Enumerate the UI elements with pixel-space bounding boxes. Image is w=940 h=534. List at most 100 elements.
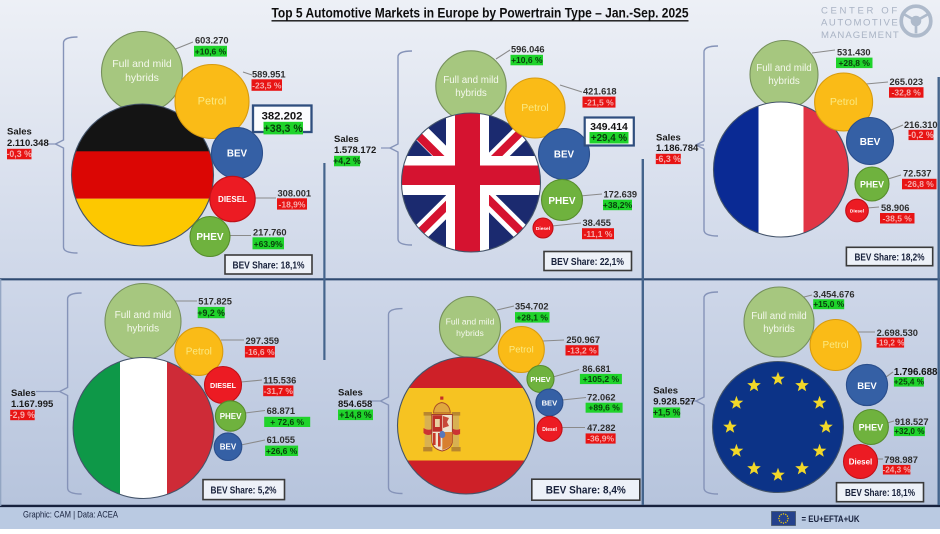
svg-text:86.681: 86.681: [582, 364, 610, 374]
svg-text:2.698.530: 2.698.530: [877, 328, 918, 338]
svg-text:PHEV: PHEV: [196, 232, 224, 243]
svg-text:Graphic: CAM | Data: ACEA: Graphic: CAM | Data: ACEA: [23, 510, 119, 520]
svg-text:Sales: Sales: [653, 386, 678, 397]
svg-text:-26,8 %: -26,8 %: [905, 179, 935, 189]
svg-text:354.702: 354.702: [515, 301, 549, 311]
svg-text:-13,2 %: -13,2 %: [567, 345, 597, 355]
svg-text:PHEV: PHEV: [530, 375, 550, 384]
svg-text:47.282: 47.282: [587, 423, 615, 433]
svg-text:BEV: BEV: [554, 150, 575, 161]
svg-text:-0,2 %: -0,2 %: [908, 130, 934, 140]
svg-text:798.987: 798.987: [884, 455, 918, 465]
svg-text:+1,5 %: +1,5 %: [653, 408, 681, 418]
svg-text:+10,6 %: +10,6 %: [195, 46, 227, 56]
svg-text:+32,0 %: +32,0 %: [894, 427, 925, 436]
svg-text:9.928.527: 9.928.527: [653, 397, 695, 408]
svg-text:CENTER OF: CENTER OF: [821, 5, 900, 16]
svg-text:+9,2 %: +9,2 %: [197, 308, 225, 318]
svg-text:Petrol: Petrol: [186, 347, 212, 358]
svg-text:2.110.348: 2.110.348: [7, 138, 49, 149]
svg-text:BEV Share: 18,1%: BEV Share: 18,1%: [845, 488, 915, 499]
svg-text:hybrids: hybrids: [125, 72, 159, 84]
svg-text:Diesel: Diesel: [849, 458, 873, 467]
svg-text:hybrids: hybrids: [455, 88, 487, 99]
svg-text:-24,3 %: -24,3 %: [882, 466, 911, 475]
svg-text:BEV Share: 18,2%: BEV Share: 18,2%: [855, 252, 925, 263]
svg-text:BEV: BEV: [860, 137, 881, 148]
svg-text:Diesel: Diesel: [536, 226, 550, 232]
svg-text:Full and mild: Full and mild: [751, 311, 807, 322]
svg-text:Petrol: Petrol: [830, 96, 857, 108]
svg-text:+10,6 %: +10,6 %: [511, 55, 543, 65]
svg-text:Full and mild: Full and mild: [115, 310, 172, 321]
svg-text:1.186.784: 1.186.784: [656, 143, 699, 154]
svg-text:-11,1 %: -11,1 %: [584, 229, 613, 239]
svg-text:+4,2 %: +4,2 %: [333, 156, 361, 166]
svg-text:BEV Share: 5,2%: BEV Share: 5,2%: [211, 486, 277, 497]
svg-text:Diesel: Diesel: [542, 427, 557, 433]
svg-text:+28,8 %: +28,8 %: [838, 58, 870, 68]
svg-text:1.167.995: 1.167.995: [11, 399, 54, 410]
svg-text:3.454.676: 3.454.676: [813, 289, 854, 299]
svg-text:-23,5 %: -23,5 %: [252, 81, 282, 91]
svg-text:349.414: 349.414: [590, 122, 628, 133]
svg-text:918.527: 918.527: [895, 417, 929, 427]
svg-text:+38,2%: +38,2%: [603, 200, 633, 210]
svg-text:+105,2 %: +105,2 %: [583, 374, 620, 384]
svg-text:BEV Share: 22,1%: BEV Share: 22,1%: [551, 257, 624, 268]
svg-text:-6,3 %: -6,3 %: [656, 154, 682, 164]
svg-text:Sales: Sales: [338, 388, 363, 399]
svg-text:589.951: 589.951: [252, 69, 286, 79]
svg-text:Petrol: Petrol: [823, 340, 849, 351]
svg-text:382.202: 382.202: [262, 110, 303, 122]
svg-text:531.430: 531.430: [837, 47, 871, 57]
svg-text:-36,9%: -36,9%: [587, 434, 614, 444]
svg-text:-32,8 %: -32,8 %: [892, 88, 922, 98]
svg-text:854.658: 854.658: [338, 399, 372, 410]
svg-text:-0,3 %: -0,3 %: [6, 149, 32, 159]
svg-text:MANAGEMENT: MANAGEMENT: [821, 30, 900, 41]
svg-text:Full and mild: Full and mild: [443, 75, 499, 86]
svg-text:72.537: 72.537: [903, 169, 931, 179]
svg-text:68.871: 68.871: [267, 406, 295, 416]
svg-text:BEV: BEV: [227, 149, 248, 160]
svg-text:+26,6 %: +26,6 %: [266, 446, 298, 456]
svg-text:-21,5 %: -21,5 %: [584, 97, 614, 107]
svg-text:-38,5 %: -38,5 %: [883, 213, 913, 223]
svg-text:+38,3 %: +38,3 %: [264, 123, 304, 135]
svg-text:PHEV: PHEV: [548, 196, 576, 207]
svg-text:+25,4 %: +25,4 %: [894, 378, 925, 387]
svg-text:72.062: 72.062: [587, 393, 615, 403]
svg-text:Petrol: Petrol: [509, 345, 534, 356]
svg-text:421.618: 421.618: [583, 87, 617, 97]
svg-text:Sales: Sales: [7, 127, 32, 138]
svg-text:Top 5 Automotive Markets in Eu: Top 5 Automotive Markets in Europe by Po…: [272, 5, 689, 21]
svg-text:596.046: 596.046: [511, 45, 545, 55]
svg-text:hybrids: hybrids: [763, 324, 795, 335]
svg-text:1.578.172: 1.578.172: [334, 145, 376, 156]
svg-text:250.967: 250.967: [566, 335, 600, 345]
svg-text:+89,6 %: +89,6 %: [588, 403, 620, 413]
svg-text:= EU+EFTA+UK: = EU+EFTA+UK: [802, 514, 860, 524]
svg-text:DIESEL: DIESEL: [210, 381, 237, 390]
svg-text:58.906: 58.906: [881, 203, 909, 213]
svg-text:217.760: 217.760: [253, 227, 287, 237]
svg-text:-31,7 %: -31,7 %: [264, 386, 294, 396]
svg-text:+14,8 %: +14,8 %: [339, 410, 372, 420]
svg-text:Petrol: Petrol: [521, 102, 548, 114]
svg-text:-2,9 %: -2,9 %: [10, 410, 36, 420]
svg-text:216.310: 216.310: [904, 120, 938, 130]
svg-text:BEV: BEV: [542, 399, 559, 408]
svg-text:115.536: 115.536: [263, 375, 296, 385]
svg-text:308.001: 308.001: [278, 189, 312, 199]
svg-text:Sales: Sales: [656, 133, 681, 144]
svg-text:Diesel: Diesel: [850, 208, 864, 214]
svg-text:Full and mild: Full and mild: [756, 63, 812, 74]
svg-text:hybrids: hybrids: [456, 328, 484, 338]
svg-text:Sales: Sales: [11, 388, 36, 399]
svg-text:DIESEL: DIESEL: [218, 195, 247, 204]
svg-text:265.023: 265.023: [890, 77, 924, 87]
svg-text:+29,4 %: +29,4 %: [591, 133, 628, 144]
svg-text:+63.9%: +63.9%: [254, 239, 284, 249]
svg-text:-18,9%: -18,9%: [279, 199, 306, 209]
